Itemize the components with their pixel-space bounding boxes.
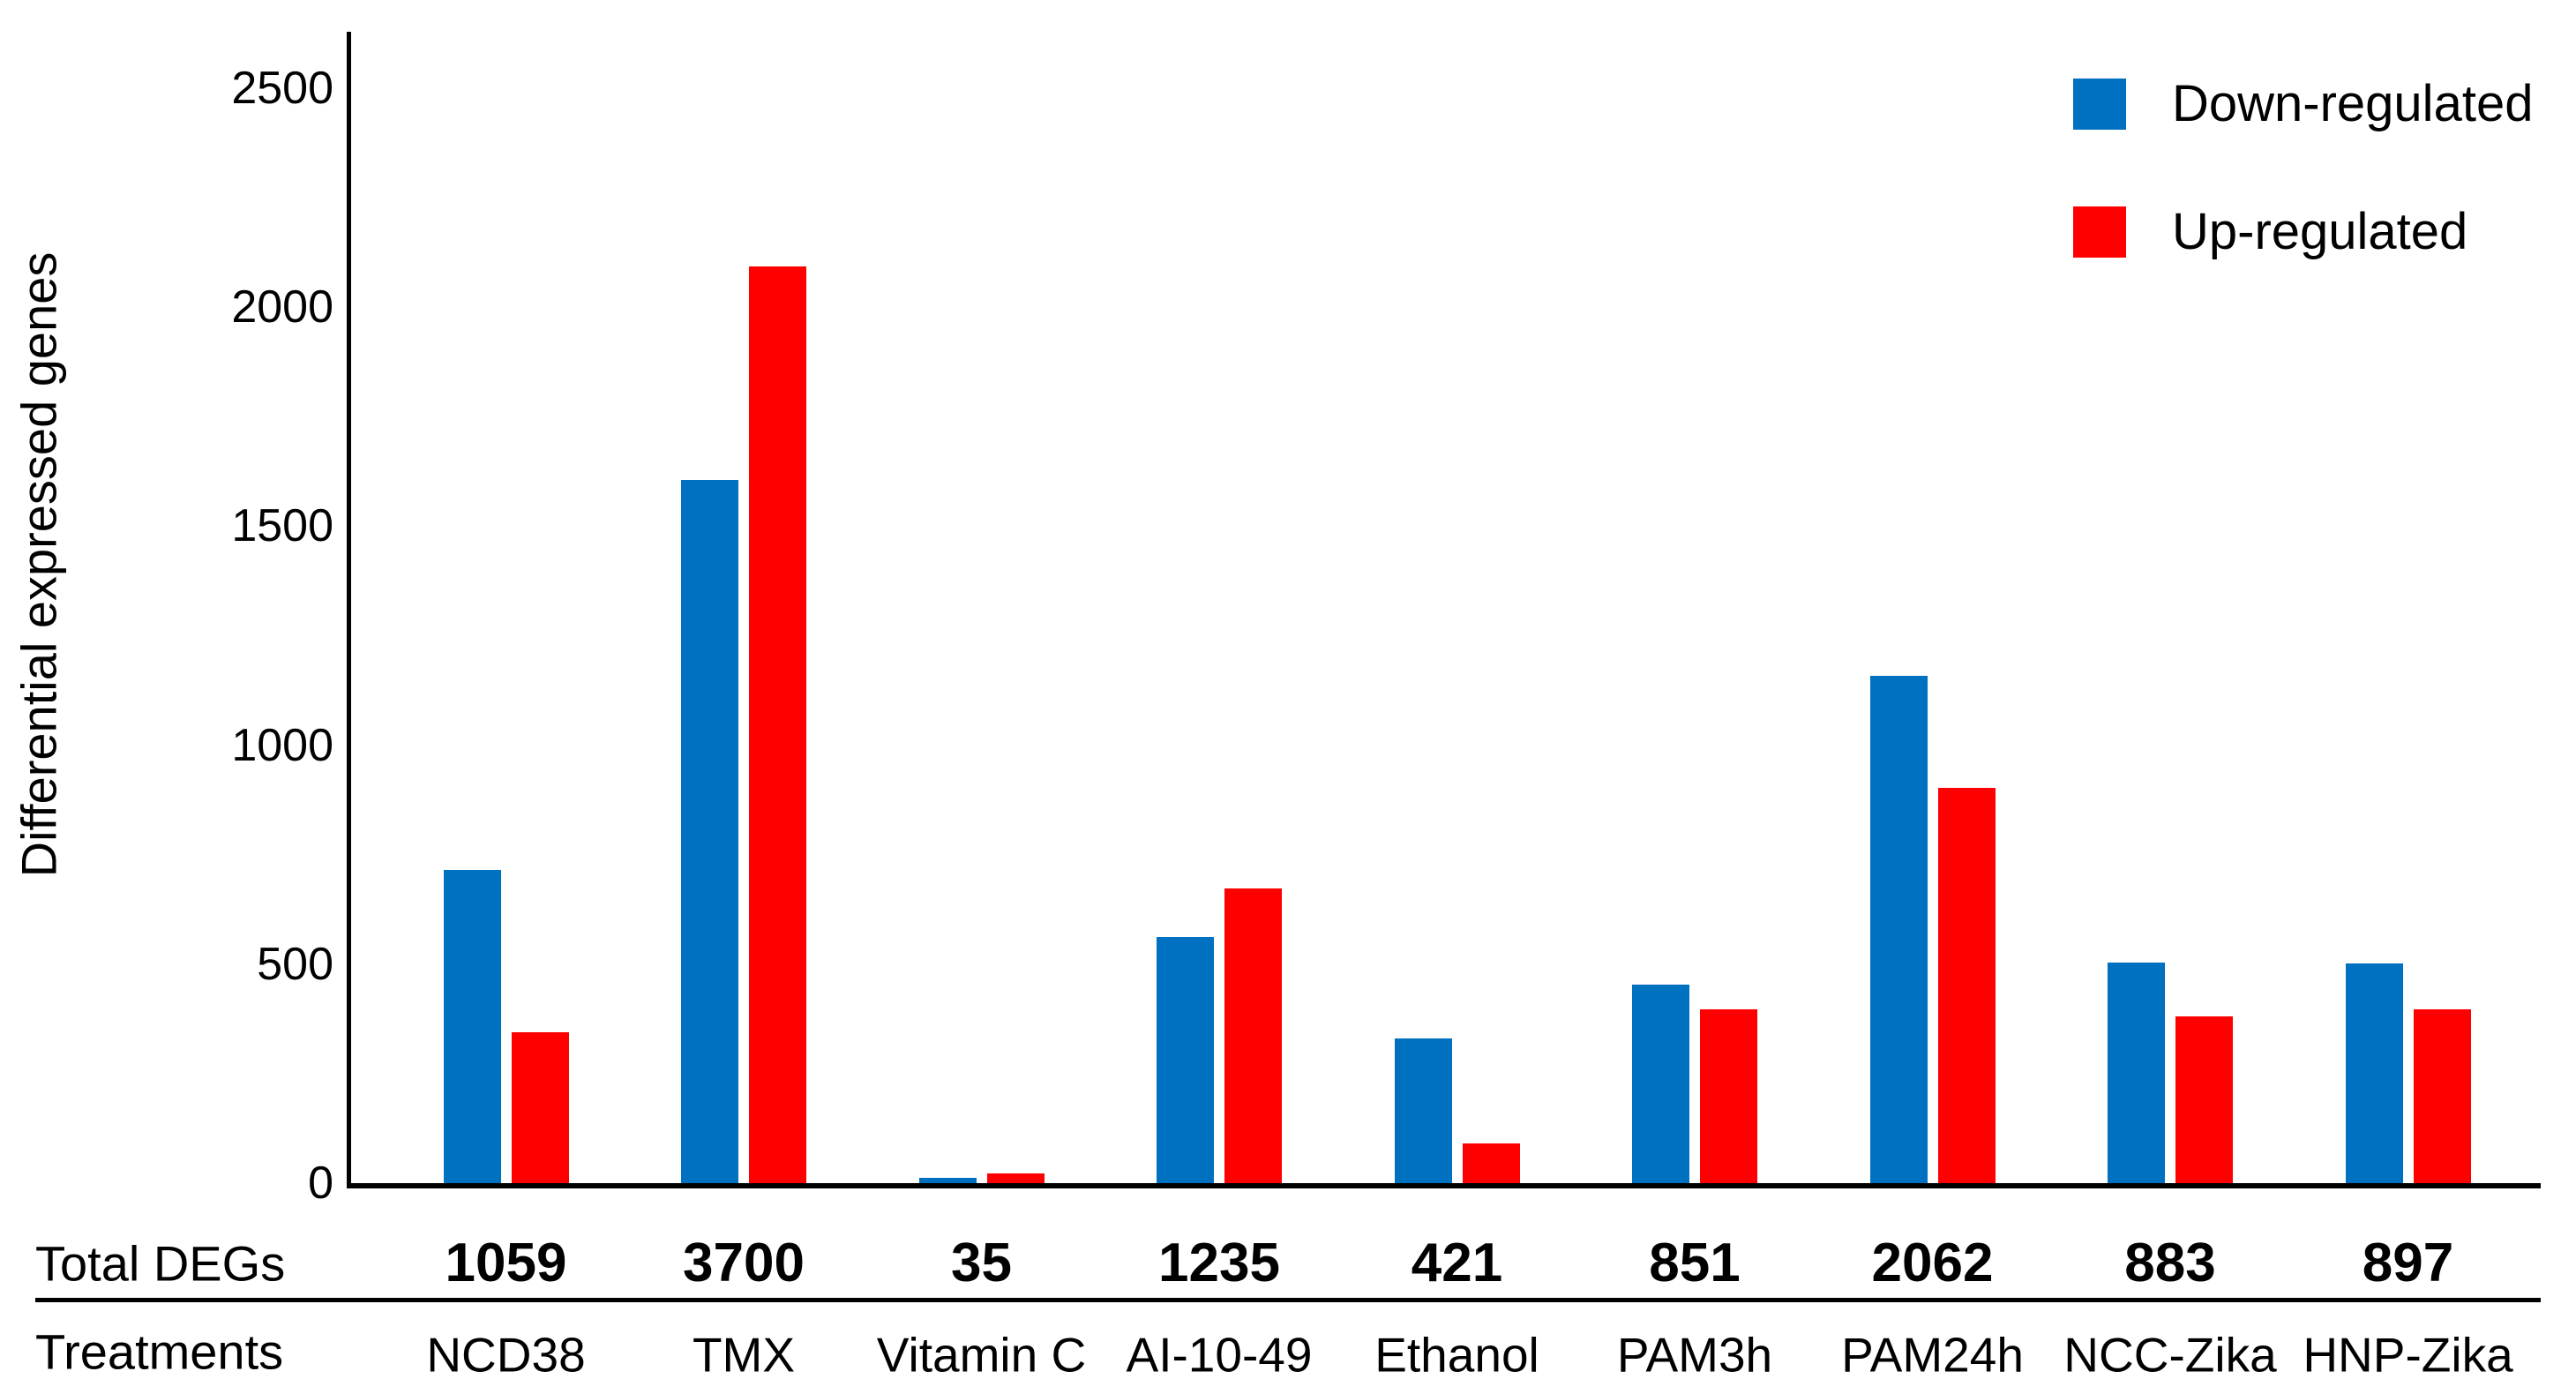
total-degs-value-PAM24h: 2062 [1871, 1233, 1994, 1293]
bar-down-TMX [681, 480, 738, 1183]
bar-down-PAM24h [1869, 676, 1928, 1183]
bar-up-TMX [749, 266, 806, 1183]
treatment-label-NCC-Zika: NCC-Zika [2063, 1327, 2277, 1383]
y-tick-1000: 1000 [231, 719, 333, 771]
total-degs-value-Vitamin C: 35 [951, 1233, 1012, 1293]
total-degs-value-Ethanol: 421 [1411, 1233, 1503, 1293]
down-regulated-swatch [2073, 78, 2126, 130]
bar-down-PAM3h [1632, 985, 1689, 1183]
bar-down-Ethanol [1394, 1038, 1452, 1183]
bar-down-Vitamin C [918, 1178, 977, 1183]
bar-up-HNP-Zika [2413, 1009, 2471, 1183]
y-axis-title: Differential expressed genes [11, 251, 67, 878]
total-degs-value-NCC-Zika: 883 [2124, 1233, 2216, 1293]
y-tick-0: 0 [308, 1158, 333, 1209]
legend-label: Up-regulated [2172, 203, 2468, 260]
treatments-row-label: Treatments [35, 1323, 284, 1380]
legend-item-down-regulated: Down-regulated [2073, 74, 2533, 133]
bar-down-NCD38 [443, 870, 501, 1183]
treatment-label-Ethanol: Ethanol [1374, 1327, 1539, 1383]
y-axis-line [347, 32, 351, 1188]
totals-row-label: Total DEGs [35, 1235, 286, 1292]
bar-up-PAM24h [1937, 788, 1996, 1183]
bar-down-HNP-Zika [2345, 963, 2403, 1183]
treatment-label-PAM3h: PAM3h [1616, 1327, 1773, 1383]
y-tick-2000: 2000 [231, 281, 333, 334]
total-degs-value-TMX: 3700 [683, 1233, 805, 1293]
bar-up-NCD38 [511, 1032, 569, 1183]
total-degs-value-PAM3h: 851 [1649, 1233, 1741, 1293]
legend-label: Down-regulated [2172, 75, 2534, 132]
treatment-label-HNP-Zika: HNP-Zika [2303, 1327, 2513, 1383]
legend-item-up-regulated: Up-regulated [2073, 202, 2533, 261]
x-axis-line [347, 1183, 2541, 1188]
treatment-label-PAM24h: PAM24h [1841, 1327, 2024, 1383]
treatment-label-TMX: TMX [692, 1327, 796, 1383]
bar-up-AI-10-49 [1224, 888, 1282, 1183]
bar-up-Vitamin C [986, 1173, 1045, 1183]
y-tick-500: 500 [257, 938, 333, 990]
total-degs-value-NCD38: 1059 [445, 1233, 567, 1293]
y-tick-2500: 2500 [231, 63, 333, 114]
treatment-label-NCD38: NCD38 [426, 1327, 586, 1383]
table-separator-line [35, 1298, 2541, 1302]
legend: Down-regulated Up-regulated [2073, 74, 2533, 261]
bar-up-PAM3h [1700, 1009, 1757, 1183]
bar-up-NCC-Zika [2175, 1016, 2233, 1183]
total-degs-value-AI-10-49: 1235 [1158, 1233, 1280, 1293]
bar-down-NCC-Zika [2108, 963, 2165, 1183]
y-tick-1500: 1500 [231, 500, 333, 552]
bar-up-Ethanol [1462, 1143, 1520, 1183]
treatment-label-Vitamin C: Vitamin C [876, 1327, 1087, 1383]
total-degs-value-HNP-Zika: 897 [2362, 1233, 2454, 1293]
bar-down-AI-10-49 [1157, 937, 1214, 1183]
up-regulated-swatch [2073, 206, 2126, 258]
treatment-label-AI-10-49: AI-10-49 [1126, 1327, 1313, 1383]
